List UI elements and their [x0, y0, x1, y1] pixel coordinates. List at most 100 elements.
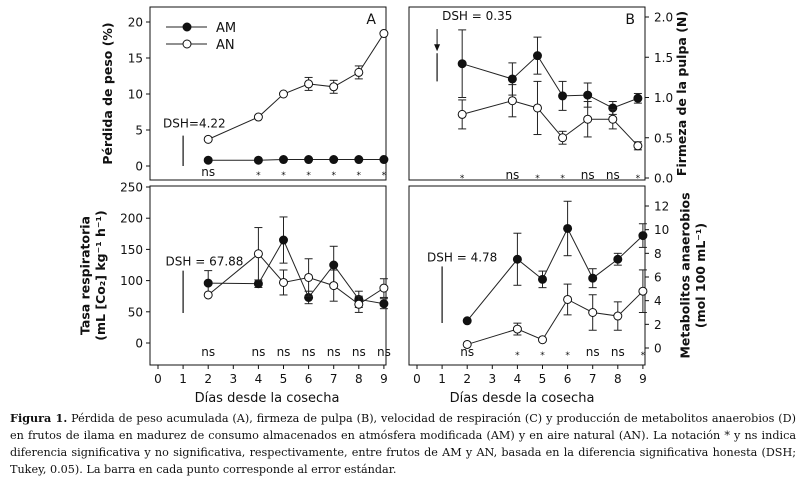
y-axis-label-line2: (mL [Co₂] kg⁻¹ h⁻¹): [93, 210, 108, 340]
y-tick-label: 10: [654, 223, 669, 237]
dsh-label: DSH = 0.35: [442, 9, 512, 23]
data-point-an: [329, 82, 339, 92]
x-axis-label-left: Días desde la cosecha: [195, 391, 340, 406]
x-tick-label: 6: [305, 372, 313, 386]
significance-mark: *: [641, 351, 646, 361]
data-point-am: [203, 155, 213, 165]
x-tick-label: 0: [154, 372, 162, 386]
data-point-am: [253, 279, 263, 289]
data-point-am: [563, 223, 573, 233]
y-axis-label-line2: (mol 100 mL⁻¹): [693, 223, 708, 328]
y-tick-label: 2: [654, 318, 662, 332]
significance-mark: *: [636, 174, 641, 184]
data-point-am: [538, 274, 547, 284]
data-point-am: [379, 155, 389, 165]
significance-mark: *: [540, 351, 545, 361]
data-point-an: [203, 290, 213, 300]
dsh-label: DSH=4.22: [163, 117, 226, 131]
data-point-an: [608, 114, 618, 124]
data-point-an: [279, 277, 288, 287]
y-tick-label: 6: [654, 271, 662, 285]
data-point-an: [329, 281, 339, 291]
x-tick-label: 0: [413, 372, 421, 386]
x-tick-label: 2: [463, 372, 471, 386]
panel-frame: [149, 185, 387, 366]
significance-mark: ns: [327, 345, 341, 359]
significance-mark: ns: [201, 165, 215, 179]
x-tick-label: 9: [639, 372, 647, 386]
y-tick-label: 10: [128, 88, 143, 102]
significance-mark: *: [535, 174, 540, 184]
dsh-label: DSH = 4.78: [427, 250, 497, 264]
y-tick-label: 4: [654, 294, 662, 308]
x-tick-label: 6: [564, 372, 572, 386]
data-point-am: [613, 254, 623, 264]
data-point-am: [329, 155, 339, 165]
data-point-am: [558, 91, 568, 101]
data-point-am: [583, 90, 593, 100]
y-tick-label: 0: [135, 160, 143, 174]
series-line-am: [462, 54, 639, 109]
data-point-an: [638, 286, 648, 296]
data-point-am: [304, 155, 314, 165]
significance-mark: ns: [302, 345, 316, 359]
data-point-an: [457, 109, 467, 119]
data-point-am: [253, 155, 263, 165]
significance-mark: *: [515, 351, 520, 361]
dsh-label: DSH = 67.88: [166, 255, 244, 269]
significance-mark: ns: [201, 345, 215, 359]
panel-letter: B: [625, 12, 635, 28]
data-point-an: [538, 335, 547, 345]
data-point-an: [563, 294, 573, 304]
y-tick-label: 150: [120, 243, 143, 257]
x-tick-label: 3: [229, 372, 237, 386]
data-point-am: [633, 93, 643, 103]
data-point-am: [203, 278, 213, 288]
y-tick-label: 2.0: [654, 11, 673, 25]
y-tick-label: 250: [120, 181, 143, 195]
data-point-an: [203, 134, 213, 144]
data-point-am: [512, 254, 522, 264]
significance-mark: *: [331, 171, 336, 181]
x-tick-label: 7: [330, 372, 338, 386]
y-tick-label: 0: [135, 337, 143, 351]
significance-mark: ns: [611, 345, 625, 359]
y-tick-label: 20: [128, 16, 143, 30]
panel-letter: A: [366, 12, 376, 28]
significance-mark: *: [560, 174, 565, 184]
y-tick-label: 1.5: [654, 51, 673, 65]
data-point-an: [279, 89, 288, 99]
panel-frame: [149, 6, 387, 181]
y-axis-label: Pérdida de peso (%): [100, 22, 115, 164]
y-tick-label: 15: [128, 52, 143, 66]
significance-mark: *: [357, 171, 362, 181]
data-point-an: [304, 272, 314, 282]
data-point-am: [279, 235, 288, 245]
data-point-am: [588, 273, 598, 283]
legend-label-an: AN: [216, 38, 235, 53]
significance-mark: *: [306, 171, 311, 181]
x-tick-label: 3: [488, 372, 496, 386]
figure-caption: Figura 1. Pérdida de peso acumulada (A),…: [10, 411, 796, 476]
data-point-an: [558, 133, 568, 143]
x-tick-label: 5: [539, 372, 547, 386]
y-tick-label: 0.0: [654, 172, 673, 186]
y-tick-label: 100: [120, 274, 143, 288]
data-point-am: [507, 74, 517, 84]
y-tick-label: 1.0: [654, 91, 673, 105]
series-line-am: [208, 238, 384, 305]
data-point-an: [379, 29, 389, 39]
data-point-am: [279, 155, 288, 165]
x-tick-label: 4: [255, 372, 263, 386]
significance-mark: ns: [251, 345, 265, 359]
x-tick-label: 1: [179, 372, 187, 386]
x-axis-label-right: Días desde la cosecha: [450, 391, 595, 406]
y-tick-label: 200: [120, 212, 143, 226]
x-tick-label: 8: [355, 372, 363, 386]
x-tick-label: 9: [380, 372, 388, 386]
significance-mark: ns: [581, 168, 595, 182]
data-point-am: [457, 59, 467, 69]
